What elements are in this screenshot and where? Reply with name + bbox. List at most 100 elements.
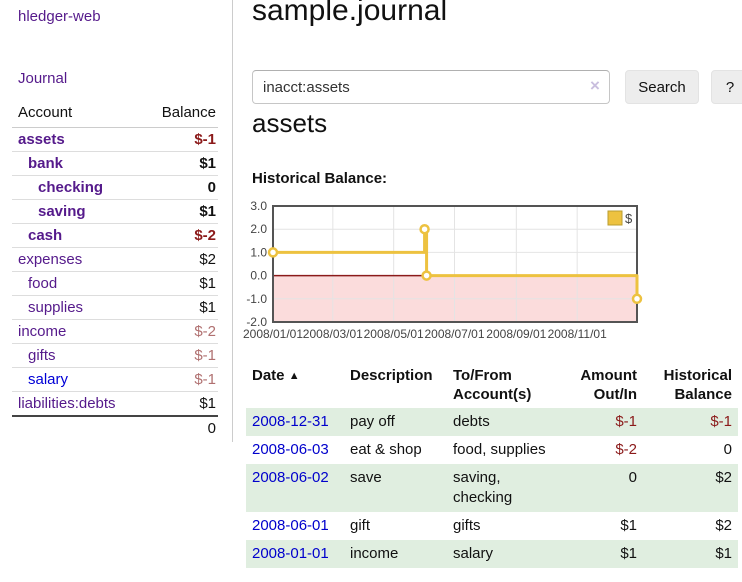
svg-text:1.0: 1.0 [250,245,267,259]
account-balance: $-1 [140,367,218,392]
register-row[interactable]: 2008-06-03 eat & shop food, supplies $-2… [246,436,738,464]
account-row[interactable]: cash $-2 [12,223,218,248]
txn-description: income [350,545,399,562]
account-row[interactable]: assets $-1 [12,128,218,152]
txn-description: pay off [350,413,395,430]
account-link-expenses[interactable]: expenses [18,251,83,268]
accounts-col-balance: Balance [140,100,218,128]
accounts-total-row: 0 [12,415,218,440]
txn-balance: $-1 [710,413,732,430]
chart-title: Historical Balance: [252,170,388,187]
svg-text:2008/09/01: 2008/09/01 [486,327,546,341]
account-balance: 0 [140,175,218,200]
account-balance: $2 [140,247,218,272]
account-link-food[interactable]: food [28,275,58,292]
txn-amount: $1 [620,517,637,534]
account-row[interactable]: bank $1 [12,151,218,176]
accounts-col-account: Account [12,100,141,128]
svg-text:2008/05/01: 2008/05/01 [364,327,424,341]
account-balance: $1 [140,295,218,320]
svg-text:-1.0: -1.0 [246,292,267,306]
accounts-balance-table: Account Balance assets $-1 bank $1 check… [12,100,218,440]
sidebar-item-journal[interactable]: Journal [18,70,68,87]
txn-accounts: gifts [453,517,481,534]
txn-amount: $1 [620,545,637,562]
register-row[interactable]: 2008-01-01 income salary $1 $1 [246,540,738,568]
account-row[interactable]: gifts $-1 [12,343,218,368]
account-row[interactable]: liabilities:debts $1 [12,391,218,416]
txn-date-link[interactable]: 2008-06-02 [252,469,329,486]
txn-date-link[interactable]: 2008-06-03 [252,441,329,458]
account-link-checking[interactable]: checking [38,179,104,196]
txn-accounts: debts [453,413,490,430]
account-link-saving[interactable]: saving [38,203,86,220]
register-header-row: Date ▲ Description To/From Account(s) Amo… [246,362,738,408]
svg-text:2008/03/01: 2008/03/01 [303,327,363,341]
legend-swatch [607,210,623,226]
txn-date-link[interactable]: 2008-06-01 [252,517,329,534]
register-row[interactable]: 2008-12-31 pay off debts $-1 $-1 [246,408,738,436]
account-balance: $1 [140,199,218,224]
txn-amount: $-2 [615,441,637,458]
account-link-supplies[interactable]: supplies [28,299,84,316]
account-balance: $-2 [140,319,218,344]
account-link-assets[interactable]: assets [18,131,65,148]
svg-text:2.0: 2.0 [250,222,267,236]
svg-text:2008/01/01: 2008/01/01 [243,327,303,341]
account-row[interactable]: salary $-1 [12,367,218,392]
account-balance: $-1 [140,343,218,368]
txn-date-link[interactable]: 2008-12-31 [252,413,329,430]
register-col-balance: Historical Balance [663,367,732,403]
account-balance: $1 [140,391,218,416]
search-input[interactable] [252,70,610,104]
account-row[interactable]: supplies $1 [12,295,218,320]
account-link-income[interactable]: income [18,323,67,340]
account-row[interactable]: checking 0 [12,175,218,200]
account-row[interactable]: expenses $2 [12,247,218,272]
account-balance: $1 [140,271,218,296]
account-row[interactable]: income $-2 [12,319,218,344]
txn-description: save [350,469,382,486]
sort-ascending-icon: ▲ [288,370,300,382]
txn-balance: 0 [723,441,732,458]
account-link-gifts[interactable]: gifts [28,347,56,364]
search-button[interactable]: Search [625,70,699,104]
svg-text:2008/11/01: 2008/11/01 [548,327,607,341]
account-link-cash[interactable]: cash [28,227,63,244]
account-link-liabilities-debts[interactable]: liabilities:debts [18,395,116,412]
register-col-accounts: To/From Account(s) [453,367,532,403]
txn-balance: $2 [715,517,732,534]
register-row[interactable]: 2008-06-01 gift gifts $1 $2 [246,512,738,540]
txn-accounts: saving, checking [453,469,513,506]
svg-text:0.0: 0.0 [250,269,267,283]
accounts-total-value: 0 [140,415,218,440]
account-balance: $1 [140,151,218,176]
clear-search-icon[interactable]: × [590,76,600,95]
txn-balance: $1 [715,545,732,562]
accounts-header-row: Account Balance [12,100,218,128]
account-heading: assets [252,108,328,138]
txn-accounts: food, supplies [453,441,546,458]
svg-text:2008/07/01: 2008/07/01 [424,327,484,341]
legend-label: $ [625,211,633,226]
svg-text:-2.0: -2.0 [246,315,267,329]
app-brand-link[interactable]: hledger-web [18,8,101,25]
sidebar: hledger-web Journal Account Balance asse… [0,0,233,442]
register-col-description: Description [350,367,433,384]
register-col-amount: Amount Out/In [580,367,637,403]
account-row[interactable]: food $1 [12,271,218,296]
txn-date-link[interactable]: 2008-01-01 [252,545,329,562]
register-table: Date ▲ Description To/From Account(s) Amo… [246,362,738,568]
account-balance: $-1 [194,131,216,148]
register-row[interactable]: 2008-06-02 save saving, checking 0 $2 [246,464,738,512]
txn-description: gift [350,517,371,534]
txn-amount: 0 [628,469,637,486]
help-button[interactable]: ? [711,70,742,104]
txn-description: eat & shop [350,441,422,458]
account-link-salary[interactable]: salary [28,371,69,388]
main-content: sample.journal × Search ? assets Histori… [240,0,742,582]
register-col-date[interactable]: Date ▲ [252,367,300,384]
account-link-bank[interactable]: bank [28,155,64,172]
account-row[interactable]: saving $1 [12,199,218,224]
